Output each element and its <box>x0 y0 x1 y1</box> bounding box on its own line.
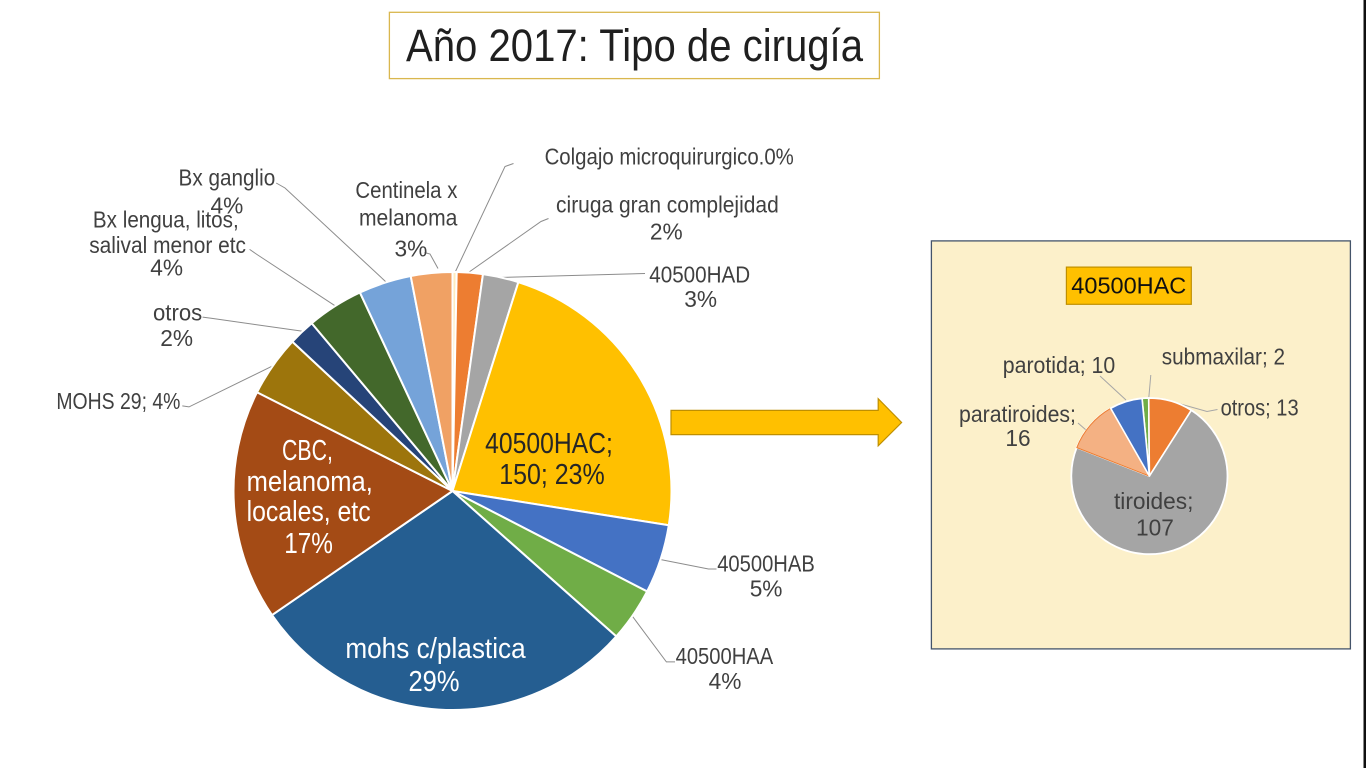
svg-text:2%: 2% <box>650 219 683 245</box>
svg-text:tiroides;: tiroides; <box>1114 488 1193 514</box>
svg-text:5%: 5% <box>750 575 783 601</box>
svg-text:Colgajo microquirurgico.0%: Colgajo microquirurgico.0% <box>545 144 794 170</box>
svg-text:MOHS 29; 4%: MOHS 29; 4% <box>56 388 180 414</box>
svg-text:40500HAB: 40500HAB <box>717 551 815 577</box>
svg-text:107: 107 <box>1136 515 1174 541</box>
svg-text:paratiroides;: paratiroides; <box>959 401 1076 427</box>
svg-text:Bx lengua, litos,: Bx lengua, litos, <box>93 207 239 233</box>
svg-text:CBC,: CBC, <box>282 435 333 467</box>
svg-text:melanoma,: melanoma, <box>247 466 373 498</box>
svg-text:otros; 13: otros; 13 <box>1221 395 1299 421</box>
svg-text:17%: 17% <box>284 528 333 560</box>
svg-text:salival menor etc: salival menor etc <box>89 232 246 258</box>
svg-text:ciruga gran complejidad: ciruga gran complejidad <box>556 192 779 218</box>
svg-text:otros: otros <box>153 300 202 326</box>
svg-text:3%: 3% <box>395 236 428 262</box>
svg-text:3%: 3% <box>684 286 717 312</box>
svg-text:150; 23%: 150; 23% <box>499 459 605 491</box>
svg-text:40500HAC;: 40500HAC; <box>485 428 613 460</box>
svg-text:40500HAD: 40500HAD <box>649 262 750 288</box>
svg-text:40500HAC: 40500HAC <box>1071 273 1186 299</box>
svg-text:submaxilar; 2: submaxilar; 2 <box>1162 344 1285 370</box>
svg-text:melanoma: melanoma <box>359 205 458 231</box>
svg-text:locales, etc: locales, etc <box>247 496 371 528</box>
svg-text:4%: 4% <box>211 193 244 219</box>
svg-text:2%: 2% <box>160 325 193 351</box>
svg-text:Bx ganglio: Bx ganglio <box>179 165 276 191</box>
svg-text:Año 2017: Tipo de cirugía: Año 2017: Tipo de cirugía <box>406 20 864 71</box>
svg-text:4%: 4% <box>150 255 183 281</box>
svg-text:29%: 29% <box>409 666 460 698</box>
svg-text:4%: 4% <box>709 668 742 694</box>
svg-text:16: 16 <box>1005 425 1030 451</box>
svg-text:Centinela x: Centinela x <box>355 177 458 203</box>
svg-text:40500HAA: 40500HAA <box>676 643 774 669</box>
svg-text:mohs c/plastica: mohs c/plastica <box>345 633 525 665</box>
svg-text:parotida; 10: parotida; 10 <box>1003 352 1115 378</box>
